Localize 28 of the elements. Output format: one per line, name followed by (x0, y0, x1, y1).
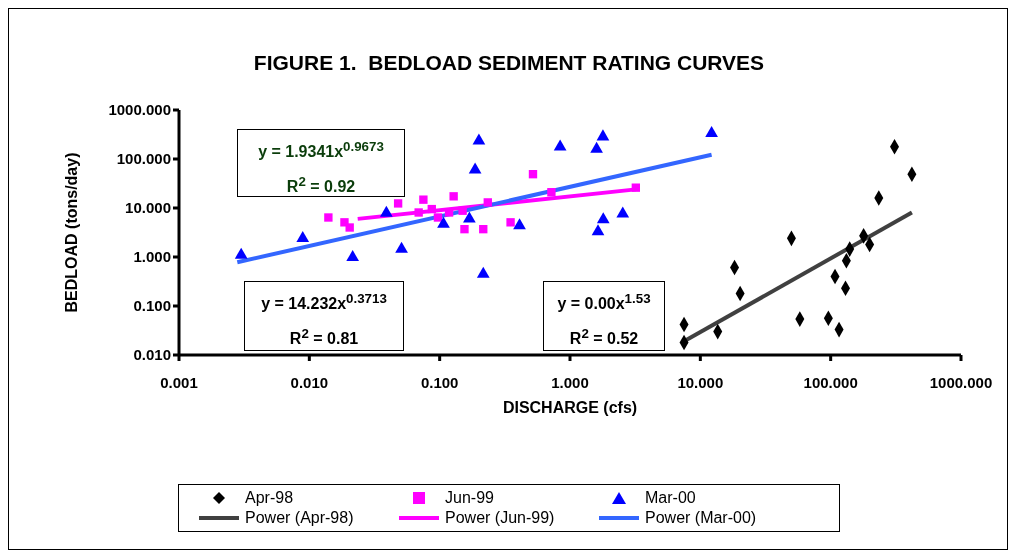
annotation: y = 1.9341x$^{0.9673}$ (257, 138, 385, 163)
x-tick-label: 0.100 (420, 373, 459, 391)
x-tick-label: 10.000 (677, 373, 724, 391)
y-tick-label: 0.010 (133, 346, 171, 364)
annotation: R$^{2}$ = 0.81 (288, 325, 360, 350)
x-tick-label: 0.001 (160, 373, 198, 391)
y-tick-label: 100.000 (116, 150, 171, 168)
y-tick-label: 10.000 (125, 199, 171, 217)
legend-label: Apr-98 (245, 489, 294, 507)
y-tick-label: 1000.000 (108, 101, 171, 119)
annotation: y = 0.00x$^{1.53}$ (556, 290, 652, 315)
legend-label: Jun-99 (445, 489, 494, 507)
y-tick-label: 0.100 (133, 297, 171, 315)
annotation: R$^{2}$ = 0.52 (568, 325, 640, 350)
x-tick-label: 1000.000 (929, 373, 993, 391)
y-axis-title: BEDLOAD (tons/day) (62, 152, 80, 313)
x-tick-label: 1.000 (551, 373, 589, 391)
x-tick-label: 0.010 (290, 373, 329, 391)
y-tick-label: 1.000 (133, 248, 171, 266)
annotation: R$^{2}$ = 0.92 (285, 173, 357, 198)
x-axis-title: DISCHARGE (cfs) (502, 399, 638, 416)
legend-label: Power (Jun-99) (445, 509, 555, 527)
annotation: y = 14.232x$^{0.3713}$ (260, 290, 388, 315)
legend-label: Power (Mar-00) (645, 509, 757, 527)
x-tick-label: 100.000 (803, 373, 858, 391)
chart-title: FIGURE 1. BEDLOAD SEDIMENT RATING CURVES (252, 51, 766, 75)
legend-label: Power (Apr-98) (245, 509, 354, 527)
legend-label: Mar-00 (645, 489, 696, 507)
